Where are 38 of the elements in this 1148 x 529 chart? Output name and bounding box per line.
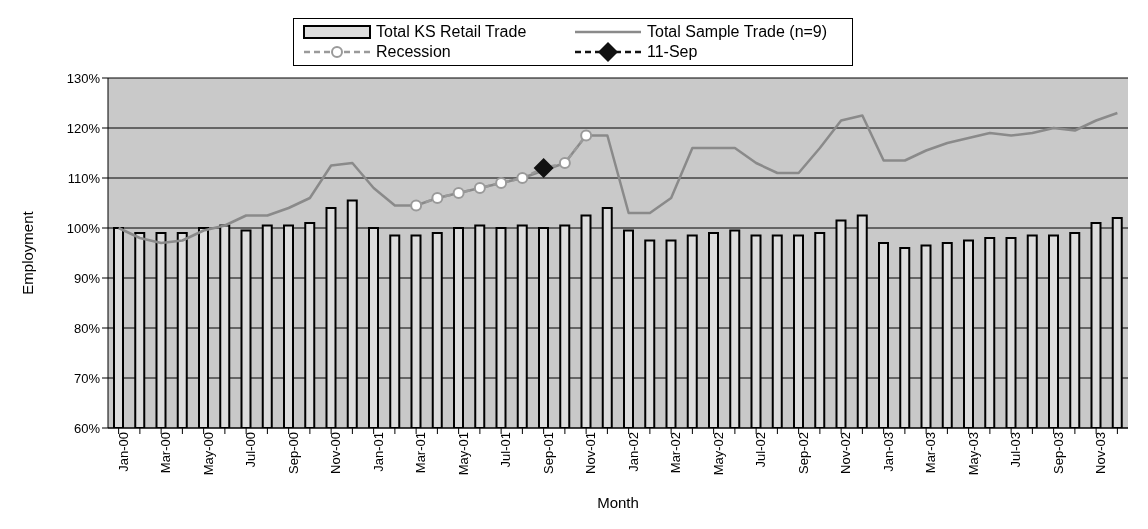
x-tick-label: Jul-01 [498,432,514,468]
x-tick-label: Mar-02 [668,432,684,474]
y-tick-label: 120% [66,120,101,136]
legend-label: 11-Sep [647,43,698,61]
legend-label: Total Sample Trade (n=9) [647,23,828,41]
x-tick-label: May-03 [965,432,981,476]
x-tick-label: Nov-01 [583,432,599,474]
x-tick-label: Nov-00 [328,432,344,474]
x-axis-title: Month [597,494,639,511]
y-tick-label: 80% [73,320,101,336]
x-tick-label: Sep-01 [540,432,556,474]
x-tick-label: Jul-02 [753,432,769,468]
x-tick-label: Mar-01 [413,432,429,474]
y-tick-label: 100% [66,220,101,236]
x-tick-label: Sep-02 [795,432,811,474]
x-tick-label: Jul-00 [243,432,259,468]
x-tick-label: May-00 [200,432,216,476]
y-tick-label: 130% [66,70,101,86]
x-tick-label: Jan-01 [370,432,386,472]
y-tick-label: 70% [73,370,101,386]
x-tick-label: Nov-03 [1093,432,1109,474]
x-tick-label: Sep-00 [285,432,301,474]
x-tick-label: Mar-03 [923,432,939,474]
x-tick-label: Jul-03 [1008,432,1024,468]
x-tick-label: Jan-03 [880,432,896,472]
x-tick-label: Mar-00 [158,432,174,474]
x-tick-label: Jan-00 [115,432,131,472]
legend-label: Total KS Retail Trade [376,23,527,41]
x-tick-label: Jan-02 [625,432,641,472]
x-tick-label: Sep-03 [1050,432,1066,474]
y-tick-label: 110% [67,170,101,186]
x-tick-label: May-01 [455,432,471,476]
y-axis-title: Employment [19,210,37,295]
x-tick-label: Nov-02 [838,432,854,474]
x-tick-label: May-02 [710,432,726,476]
y-tick-label: 60% [73,420,101,436]
legend-label: Recession [376,43,451,61]
y-tick-label: 90% [73,270,101,286]
